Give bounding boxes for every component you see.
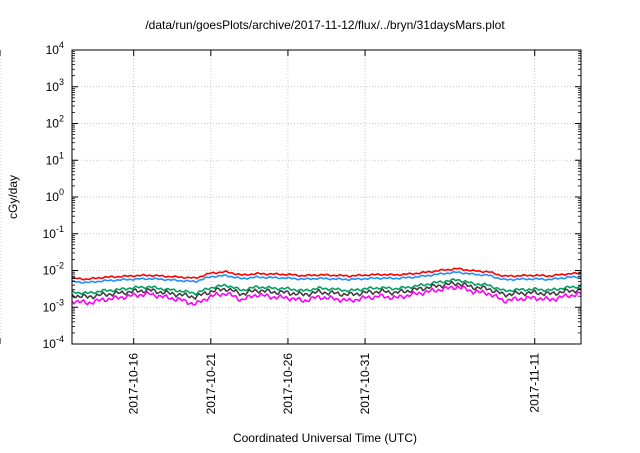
x-tick-label: 2017-10-21 (204, 353, 218, 415)
y-tick-label: 104 (46, 40, 64, 57)
y-tick-label: 100 (46, 187, 64, 204)
series-line (72, 272, 581, 283)
y-tick-label: 10-3 (43, 297, 64, 314)
chart-title: /data/run/goesPlots/archive/2017-11-12/f… (145, 18, 505, 32)
x-axis-label: Coordinated Universal Time (UTC) (233, 431, 417, 445)
y-tick-labels: 10-4 10-3 10-2 10-1 100 101 102 103 104 (43, 40, 64, 351)
y-tick-label: 102 (46, 114, 64, 131)
y-tick-label: 10-2 (43, 261, 64, 278)
y-tick-label: 103 (46, 77, 64, 94)
x-tick-label: 2017-10-26 (281, 353, 295, 415)
x-tick-label: 2017-10-16 (127, 353, 141, 415)
y-tick-label: 10-1 (43, 224, 64, 241)
y-tick-label: 101 (46, 150, 64, 167)
y-axis-label: cGy/day (6, 175, 20, 219)
x-tick-labels: 2017-10-16 2017-10-21 2017-10-26 2017-10-31… (0, 0, 542, 414)
x-tick-label: 2017-11-11 (528, 353, 542, 413)
y-tick-label: 10-4 (43, 334, 64, 351)
series-layer (72, 268, 581, 305)
x-tick-label: 2017-10-31 (358, 353, 372, 415)
